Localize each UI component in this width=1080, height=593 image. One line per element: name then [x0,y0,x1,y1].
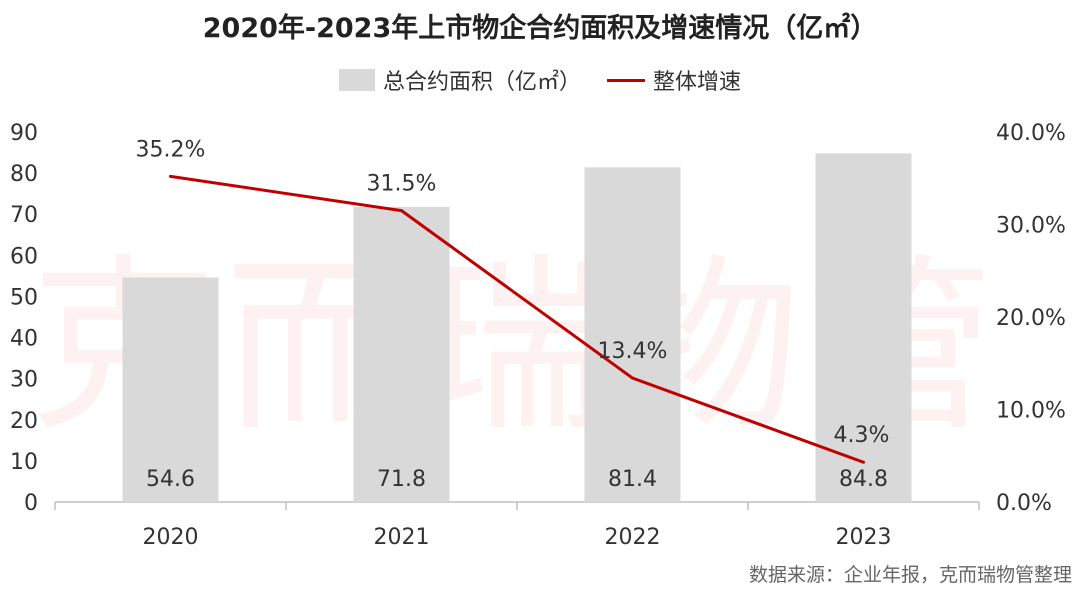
y-left-tick-label: 30 [10,368,38,393]
bar-area [815,153,912,502]
x-tick-label: 2023 [836,525,892,550]
bar-value-label: 54.6 [146,467,195,492]
legend-swatch-growth [607,78,645,82]
legend: 总合约面积（亿㎡） 整体增速 [0,64,1080,96]
x-tick-label: 2020 [143,525,199,550]
y-right-tick-label: 30.0% [996,214,1066,239]
x-tick-label: 2021 [374,525,430,550]
chart-title: 2020年-2023年上市物企合约面积及增速情况（亿㎡） [202,13,878,44]
growth-line [170,174,865,464]
growth-value-label: 4.3% [834,423,890,448]
y-left-tick-label: 60 [10,244,38,269]
y-left-tick-label: 70 [10,203,38,228]
y-left-tick-label: 50 [10,285,38,310]
y-right-tick-label: 20.0% [996,306,1066,331]
bar-area [584,167,681,502]
y-left-tick-label: 0 [24,491,38,516]
growth-point [169,174,172,178]
growth-point [400,209,403,213]
y-left-tick-label: 20 [10,409,38,434]
y-right-tick-label: 40.0% [996,121,1066,146]
y-left-tick-label: 80 [10,162,38,187]
legend-swatch-area [338,69,375,91]
growth-value-label: 31.5% [367,172,437,197]
y-right-tick-label: 0.0% [996,491,1052,516]
bar-value-label: 84.8 [839,467,888,492]
growth-point [631,376,634,380]
y-left-tick-label: 10 [10,450,38,475]
legend-label-area: 总合约面积（亿㎡） [382,70,581,95]
source-note: 数据来源：企业年报，克而瑞物管整理 [748,564,1072,586]
bar-area [122,277,219,502]
y-right-tick-label: 10.0% [996,399,1066,424]
y-left-tick-label: 90 [10,121,38,146]
growth-value-label: 13.4% [598,339,668,364]
growth-value-label: 35.2% [136,137,206,162]
bar-value-label: 71.8 [377,467,426,492]
y-left-tick-label: 40 [10,327,38,352]
growth-point [862,460,865,464]
bar-value-label: 81.4 [608,467,657,492]
x-tick-label: 2022 [605,525,661,550]
bar-area [353,206,450,503]
legend-label-growth: 整体增速 [653,70,742,95]
